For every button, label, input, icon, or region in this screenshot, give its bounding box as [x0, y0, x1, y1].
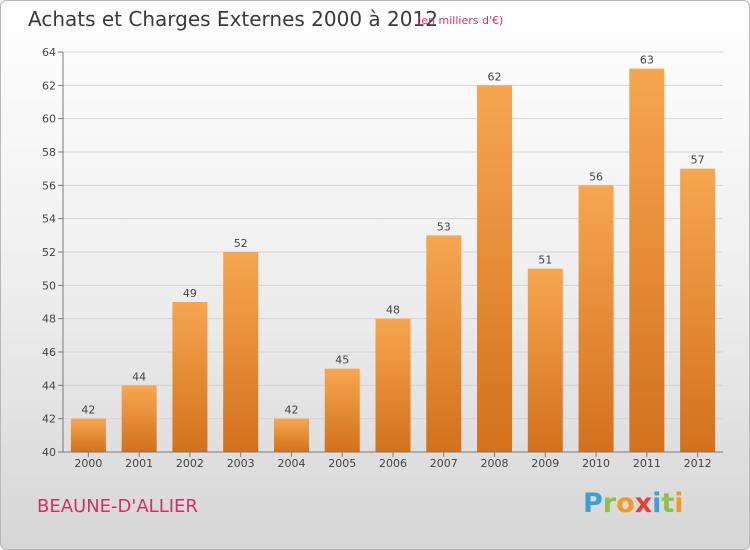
bar-2005	[324, 368, 360, 452]
axes	[58, 51, 723, 457]
x-tick-label: 2007	[430, 457, 458, 470]
x-tick-label: 2002	[176, 457, 204, 470]
y-tick-label: 60	[42, 113, 56, 126]
x-tick-label: 2008	[481, 457, 509, 470]
bar-2009	[527, 268, 563, 452]
data-label: 62	[488, 70, 502, 83]
data-label: 52	[234, 237, 248, 250]
y-tick-label: 64	[42, 46, 56, 59]
x-tick-label: 2009	[531, 457, 559, 470]
data-label: 42	[284, 404, 298, 417]
labels: 40 42 44 46 48 50 52 54 56 58 60 62 64 42 2000 44 2001 49…	[42, 46, 712, 470]
bar-2004	[273, 418, 309, 452]
data-label: 63	[640, 54, 654, 67]
logo-letter: i	[652, 488, 662, 519]
logo-letter: P	[583, 488, 603, 519]
bar-2001	[121, 385, 157, 452]
logo-letter: o	[616, 488, 635, 519]
data-label: 45	[335, 354, 349, 367]
bar-2011	[629, 68, 665, 453]
x-tick-label: 2006	[379, 457, 407, 470]
bars	[70, 68, 716, 453]
y-tick-label: 58	[42, 146, 56, 159]
logo-letter: i	[674, 488, 684, 519]
y-tick-label: 42	[42, 413, 56, 426]
commune-name: BEAUNE-D'ALLIER	[37, 496, 198, 517]
x-tick-label: 2011	[633, 457, 661, 470]
y-tick-label: 50	[42, 279, 56, 292]
x-tick-label: 2000	[74, 457, 102, 470]
bar-2000	[70, 418, 106, 452]
data-label: 49	[183, 287, 197, 300]
logo-letter: t	[661, 488, 675, 519]
data-label: 53	[437, 220, 451, 233]
y-tick-label: 54	[42, 213, 56, 226]
x-tick-label: 2010	[582, 457, 610, 470]
y-tick-label: 46	[42, 346, 56, 359]
y-tick-label: 48	[42, 313, 56, 326]
proxiti-logo: Proxiti	[583, 488, 684, 519]
x-tick-label: 2005	[328, 457, 356, 470]
y-tick-label: 52	[42, 246, 56, 259]
x-tick-label: 2004	[277, 457, 305, 470]
bar-2008	[477, 85, 513, 452]
data-label: 51	[538, 254, 552, 267]
y-tick-label: 44	[42, 379, 56, 392]
y-tick-label: 62	[42, 79, 56, 92]
x-tick-label: 2012	[684, 457, 712, 470]
logo-letter: r	[602, 488, 617, 519]
x-tick-label: 2003	[227, 457, 255, 470]
bar-2006	[375, 318, 411, 452]
chart-title: Achats et Charges Externes 2000 à 2012	[28, 7, 438, 31]
y-tick-label: 40	[42, 446, 56, 459]
logo-letter: x	[634, 488, 653, 519]
bar-2007	[426, 235, 462, 452]
bar-2003	[223, 252, 259, 452]
chart-subtitle: (en milliers d'€)	[417, 14, 504, 27]
x-tick-label: 2001	[125, 457, 153, 470]
bar-2012	[680, 168, 716, 452]
data-label: 42	[81, 404, 95, 417]
data-label: 56	[589, 170, 603, 183]
data-label: 48	[386, 304, 400, 317]
y-tick-label: 56	[42, 179, 56, 192]
data-label: 44	[132, 370, 146, 383]
data-label: 57	[691, 154, 705, 167]
bar-2002	[172, 302, 208, 452]
bar-2010	[578, 185, 614, 453]
